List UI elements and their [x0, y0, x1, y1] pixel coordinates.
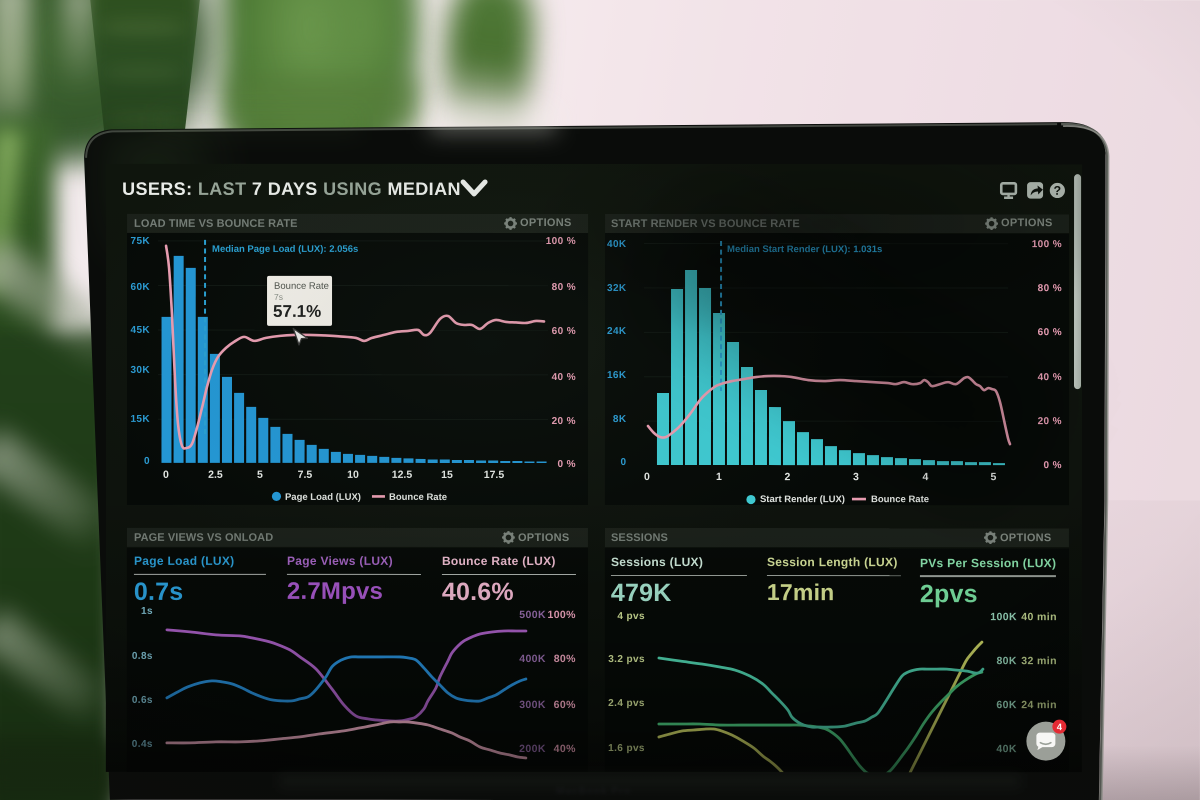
- svg-text:4: 4: [1057, 722, 1063, 733]
